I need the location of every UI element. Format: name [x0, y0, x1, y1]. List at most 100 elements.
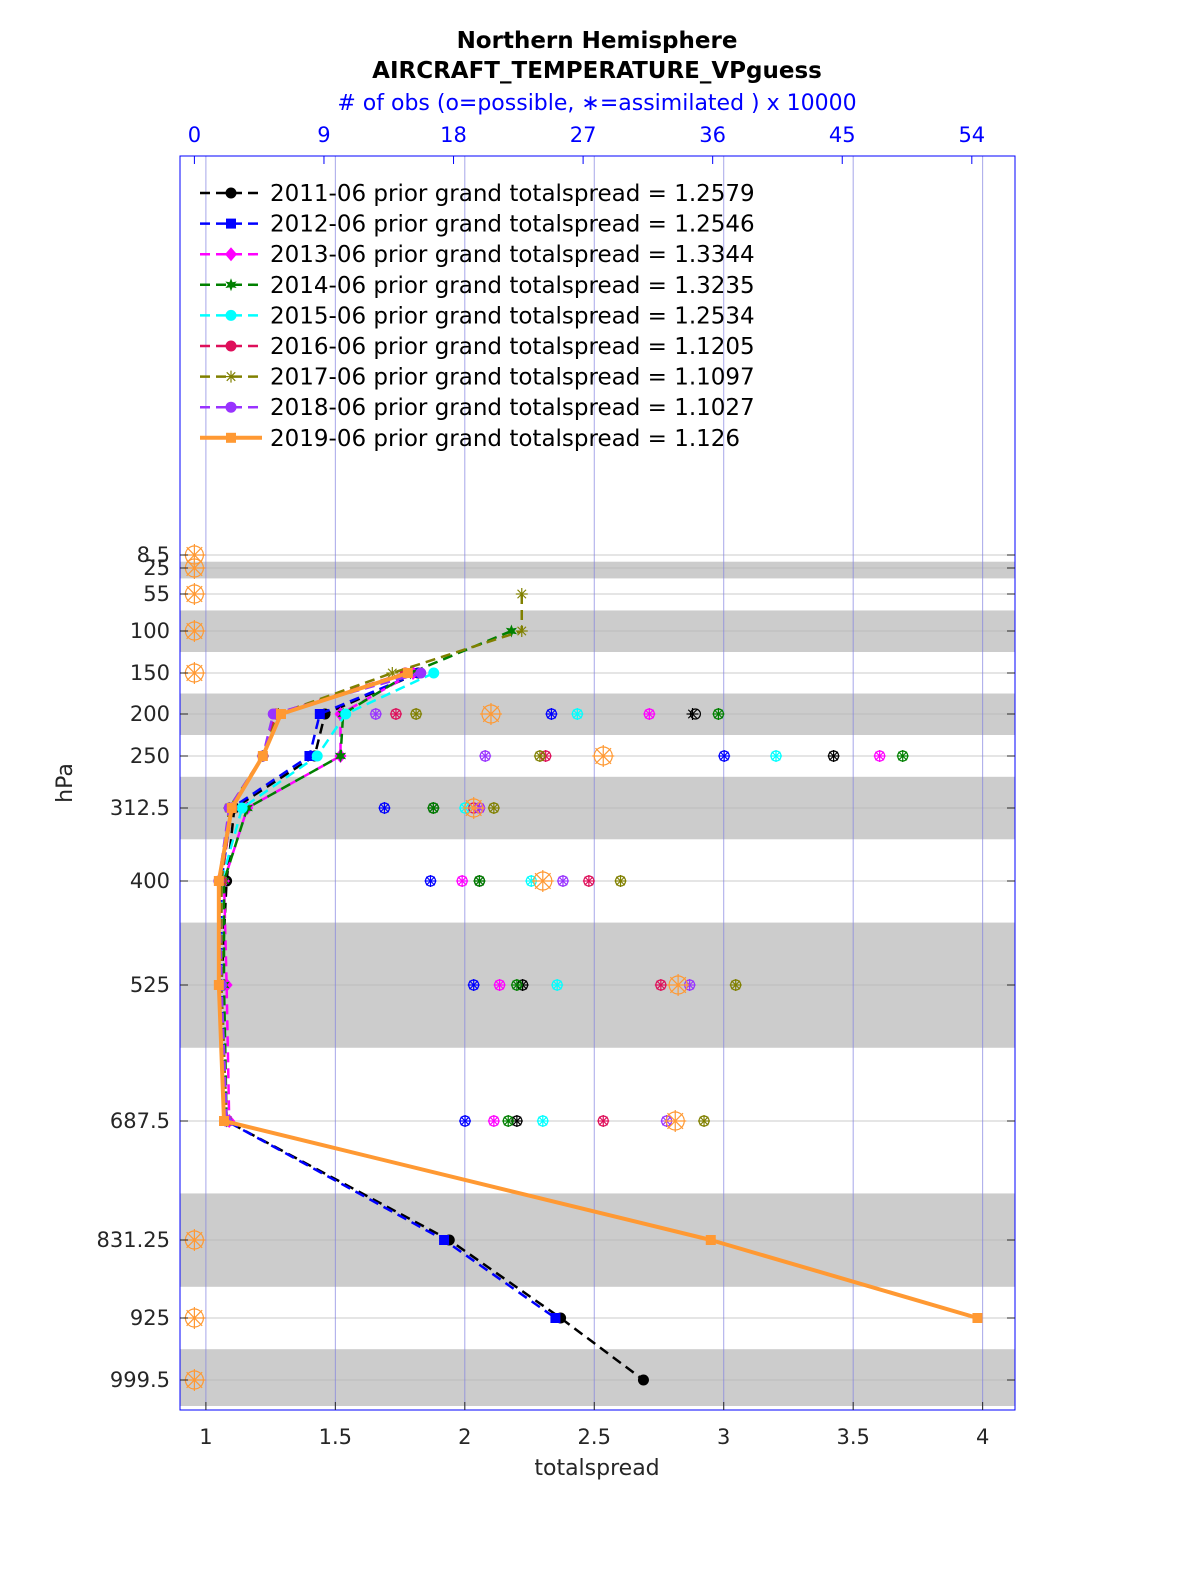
- assimilated-obs-marker: [479, 703, 502, 725]
- assimilated-obs-marker: [467, 979, 480, 991]
- assimilated-marker-stroke: [428, 803, 439, 813]
- assimilated-marker-stroke: [546, 709, 557, 719]
- data-point: [415, 667, 427, 679]
- data-point: [226, 803, 237, 813]
- assimilated-obs-marker: [424, 875, 437, 887]
- assimilated-marker-stroke: [667, 1112, 684, 1130]
- assimilated-obs-marker: [459, 1115, 472, 1127]
- data-point: [311, 750, 323, 762]
- data-point: [213, 980, 224, 990]
- series-lines: [213, 588, 983, 1386]
- top-x-axis: 0 9 18 27 36 45 54: [188, 123, 985, 164]
- assimilated-obs-marker: [686, 708, 699, 720]
- assimilated-marker-stroke: [656, 980, 666, 990]
- legend-marker: [225, 278, 237, 292]
- x-tick-label: 2: [458, 1425, 471, 1449]
- data-point: [304, 751, 315, 761]
- assimilated-marker-stroke: [371, 709, 381, 719]
- data-point: [275, 709, 286, 719]
- data-point: [550, 1313, 561, 1323]
- assimilated-marker-stroke: [713, 709, 724, 719]
- data-point: [334, 749, 347, 763]
- assimilated-marker-stroke: [687, 709, 698, 719]
- data-point: [428, 667, 440, 679]
- assimilated-obs-marker: [369, 708, 382, 720]
- data-point: [637, 1374, 649, 1386]
- shaded-band: [180, 561, 1015, 579]
- assimilated-marker-stroke: [469, 980, 479, 990]
- assimilated-marker-stroke: [558, 876, 568, 886]
- assimilated-obs-marker: [729, 979, 742, 991]
- assimilated-obs-marker: [531, 870, 554, 892]
- y-axis-label: hPa: [53, 763, 78, 803]
- assimilated-marker-stroke: [699, 1116, 709, 1126]
- assimilated-marker-stroke: [535, 751, 545, 761]
- assimilated-obs-marker: [462, 797, 485, 819]
- assimilated-obs-marker: [427, 802, 440, 814]
- assimilated-marker-stroke: [572, 709, 583, 719]
- vertical-grid: [205, 156, 984, 1410]
- assimilated-marker-stroke: [595, 747, 612, 765]
- assimilated-marker-stroke: [226, 371, 236, 382]
- assimilated-marker-stroke: [538, 1116, 548, 1126]
- assimilated-marker-stroke: [584, 876, 594, 886]
- legend-label: 2019-06 prior grand totalspread = 1.126: [270, 426, 740, 452]
- assimilated-marker-stroke: [503, 1116, 513, 1126]
- bottom-x-axis: 1 1.5 2 2.5 3 3.5 4: [199, 1402, 989, 1449]
- assimilated-marker-stroke: [644, 709, 654, 719]
- top-axis-label: # of obs (o=possible, ∗=assimilated ) x …: [337, 91, 856, 116]
- assimilated-marker-stroke: [186, 559, 203, 577]
- assimilated-marker-stroke: [615, 876, 626, 886]
- shaded-band: [180, 1349, 1015, 1406]
- assimilated-marker-stroke: [512, 1116, 522, 1126]
- assimilated-obs-marker: [597, 1115, 610, 1127]
- data-point: [257, 751, 268, 761]
- legend-label: 2013-06 prior grand totalspread = 1.3344: [270, 242, 755, 268]
- assimilated-obs-marker: [389, 708, 402, 720]
- assimilated-marker-stroke: [517, 626, 527, 636]
- y-tick-label: 55: [143, 582, 170, 606]
- assimilated-marker-stroke: [425, 876, 436, 886]
- legend-label: 2012-06 prior grand totalspread = 1.2546: [270, 212, 755, 238]
- data-point: [972, 1313, 983, 1323]
- y-tick-label: 400: [130, 869, 170, 893]
- y-tick-label: 100: [130, 619, 170, 643]
- series-2019-06: [213, 668, 983, 1323]
- assimilated-marker-stroke: [731, 980, 741, 990]
- assimilated-obs-marker: [487, 1115, 500, 1127]
- assimilated-marker-stroke: [771, 751, 781, 761]
- assimilated-obs-marker: [545, 708, 558, 720]
- assimilated-obs-marker: [770, 750, 783, 762]
- legend-label: 2018-06 prior grand totalspread = 1.1027: [270, 395, 755, 421]
- data-point: [505, 624, 518, 638]
- assimilated-marker-stroke: [494, 980, 505, 990]
- series-line: [220, 671, 557, 1320]
- y-tick-label: 150: [130, 661, 170, 685]
- data-point: [213, 876, 224, 886]
- assimilated-marker-stroke: [719, 751, 729, 761]
- y-tick-label: 250: [130, 744, 170, 768]
- assimilated-marker-stroke: [186, 1231, 203, 1249]
- x-tick-label: 2.5: [578, 1425, 611, 1449]
- chart-title: Northern Hemisphere: [457, 28, 738, 54]
- legend-label: 2011-06 prior grand totalspread = 1.2579: [270, 181, 755, 207]
- data-point: [515, 588, 528, 600]
- legend-marker: [225, 187, 237, 199]
- assimilated-marker-stroke: [457, 876, 467, 886]
- top-x-tick-label: 36: [699, 123, 726, 147]
- legend-marker: [226, 432, 236, 443]
- assimilated-marker-stroke: [669, 976, 687, 994]
- assimilated-marker-stroke: [379, 803, 390, 813]
- legend-marker: [225, 247, 237, 262]
- assimilated-obs-marker: [571, 708, 584, 720]
- data-point: [267, 708, 279, 720]
- y-tick-label: 200: [130, 702, 170, 726]
- assimilated-marker-stroke: [391, 709, 401, 719]
- assimilated-marker-stroke: [534, 872, 551, 890]
- data-point: [236, 802, 248, 814]
- top-x-tick-label: 54: [958, 123, 985, 147]
- chart-subtitle: AIRCRAFT_TEMPERATURE_VPguess: [372, 58, 822, 84]
- assimilated-obs-marker: [473, 875, 486, 887]
- assimilated-obs-marker: [536, 1115, 549, 1127]
